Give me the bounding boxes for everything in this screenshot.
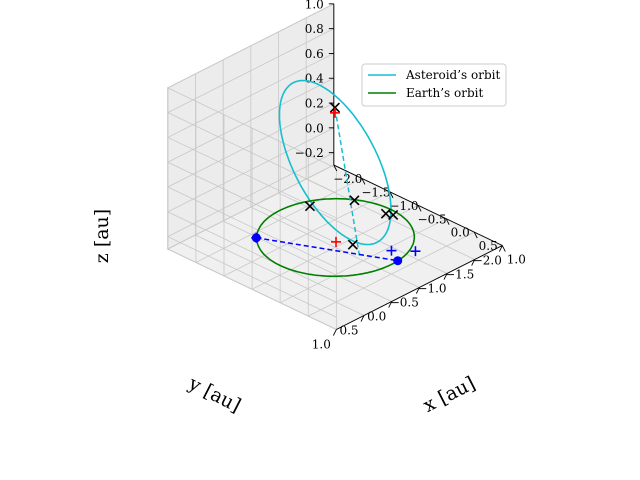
grid-side-z xyxy=(167,77,335,163)
legend-label-asteroid: Asteroid’s orbit xyxy=(405,68,500,82)
x-marker-stroke xyxy=(349,195,360,206)
plus-marker xyxy=(386,245,397,256)
grid-side-z xyxy=(167,28,335,113)
x-tick-label: 1.0 xyxy=(507,253,526,267)
grid-side-z xyxy=(167,3,335,89)
grid-floor-y xyxy=(195,234,365,316)
circle-marker xyxy=(393,256,403,266)
z-tick-label: 0.2 xyxy=(305,97,324,111)
plot-area xyxy=(251,79,421,278)
z-tick-label: −0.2 xyxy=(295,146,324,160)
grid-back-z xyxy=(167,211,337,293)
x-marker-stroke xyxy=(388,209,399,221)
x-tick xyxy=(501,245,506,252)
grid-side-z xyxy=(167,127,335,213)
plus-marker xyxy=(410,246,421,257)
grid-lines xyxy=(167,3,503,330)
x-marker xyxy=(349,195,360,206)
x-axis-label: x [au] xyxy=(420,372,479,417)
grid-floor-y xyxy=(250,206,420,288)
x-marker-stroke xyxy=(304,201,315,212)
grid-side-z xyxy=(167,53,335,138)
y-tick-label: −1.5 xyxy=(445,268,474,282)
grid-back-z xyxy=(167,236,337,318)
grid-back-z xyxy=(167,161,337,244)
grid-floor-y xyxy=(222,220,392,302)
y-tick xyxy=(443,273,448,280)
x-marker xyxy=(304,201,315,212)
x-marker-stroke xyxy=(347,239,358,250)
plus-marker xyxy=(251,232,262,243)
grid-back-z xyxy=(167,186,337,268)
x-tick-label: −1.0 xyxy=(389,199,418,213)
y-tick-label: 0.0 xyxy=(367,310,386,324)
x-tick xyxy=(445,218,450,225)
y-axis-label: y [au] xyxy=(184,372,244,417)
y-tick xyxy=(388,301,393,308)
x-tick xyxy=(417,205,422,212)
z-tick-label: 0.0 xyxy=(305,121,324,135)
z-tick-label: 1.0 xyxy=(305,0,324,11)
y-tick-label: −0.5 xyxy=(390,296,419,310)
y-tick-label: −1.0 xyxy=(417,282,446,296)
grid-back-z xyxy=(167,87,337,169)
x-tick-label: −2.0 xyxy=(333,172,362,186)
x-marker-stroke xyxy=(329,102,341,113)
y-tick-label: 1.0 xyxy=(312,338,331,352)
y-tick xyxy=(498,245,503,252)
grid-floor-y xyxy=(278,192,448,274)
legend-label-earth: Earth’s orbit xyxy=(406,86,483,100)
y-tick-label: 0.5 xyxy=(339,324,358,338)
x-tick xyxy=(361,178,366,185)
x-tick xyxy=(473,231,478,239)
grid-side-z xyxy=(167,152,335,237)
z-axis-label: z [au] xyxy=(91,209,113,263)
asteroid-orbit-line xyxy=(278,79,392,246)
asteroid-dashed-connector xyxy=(334,107,361,256)
x-tick-label: 0.0 xyxy=(451,226,470,240)
y-tick-label: −2.0 xyxy=(473,254,502,268)
x-tick xyxy=(389,191,394,199)
z-tick-label: 0.6 xyxy=(305,47,324,61)
x-tick xyxy=(333,164,338,172)
x-tick-label: −0.5 xyxy=(418,212,447,226)
tick-marks xyxy=(328,3,506,336)
x-tick-label: 0.5 xyxy=(479,239,498,253)
x-marker xyxy=(329,102,341,113)
y-tick xyxy=(332,329,337,336)
tick-labels: −2.0−1.5−1.0−0.50.00.51.0−2.0−1.5−1.0−0.… xyxy=(295,0,526,352)
plus-marker xyxy=(331,236,342,247)
grid-floor-y xyxy=(167,248,337,330)
x-marker xyxy=(388,209,399,221)
legend: Asteroid’s orbit Earth’s orbit xyxy=(361,63,507,107)
legend-frame xyxy=(361,63,507,107)
x-marker xyxy=(347,239,358,250)
earth-orbit-line xyxy=(255,197,416,278)
z-tick-label: 0.8 xyxy=(305,22,324,36)
y-tick xyxy=(471,259,476,266)
y-tick xyxy=(415,287,420,294)
y-tick xyxy=(360,315,365,322)
grid-back-z xyxy=(167,112,337,194)
plus-marker xyxy=(329,107,340,118)
x-tick-label: −1.5 xyxy=(361,186,390,200)
grid-side-z xyxy=(167,102,335,188)
z-tick-label: 0.4 xyxy=(305,72,324,86)
